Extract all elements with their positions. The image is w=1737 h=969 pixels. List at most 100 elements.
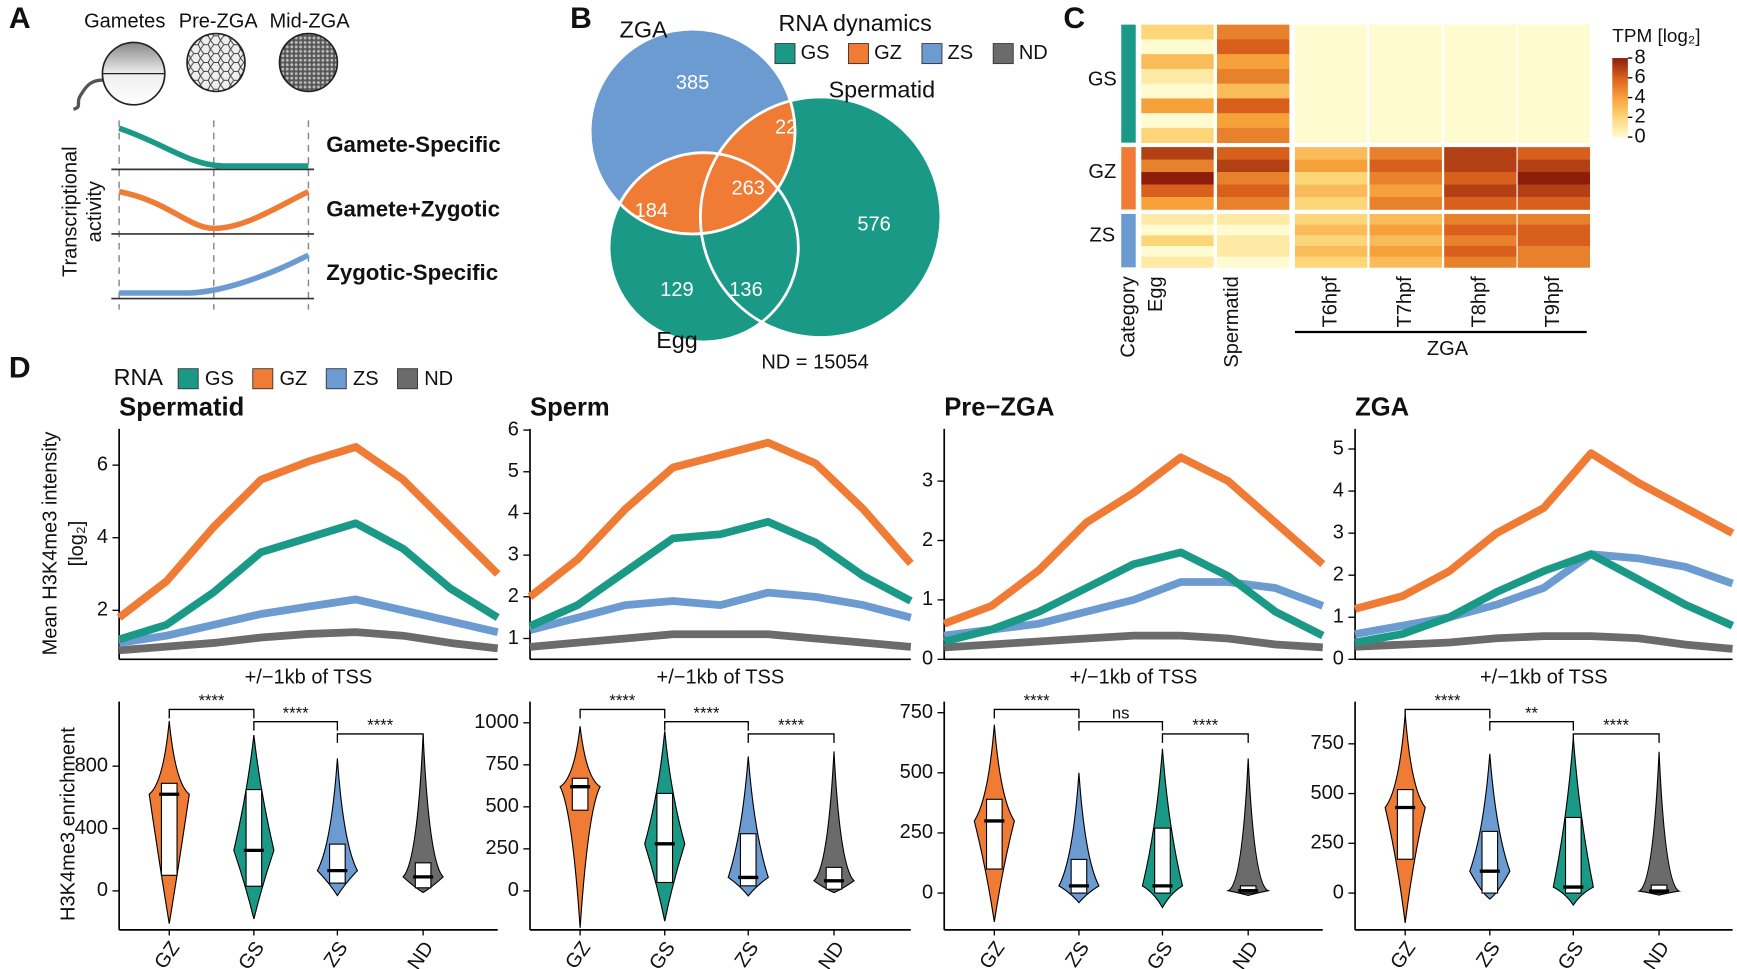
chart-title: Pre−ZGA: [944, 394, 1054, 422]
heatmap-cell: [1141, 54, 1214, 70]
x-tick-label: ZS: [1472, 938, 1505, 969]
y-axis-label: Transcriptional: [60, 146, 82, 277]
heatmap-cell: [1444, 245, 1517, 258]
heatmap-cell: [1444, 235, 1517, 247]
box: [245, 789, 263, 887]
heatmap-cell: [1517, 224, 1591, 236]
category-bar: [1121, 213, 1136, 268]
legend-label: GS: [801, 42, 830, 64]
series-line: [1354, 632, 1733, 653]
y-tick-label: 250: [900, 821, 933, 843]
x-tick-label: GS: [1143, 938, 1178, 969]
violin: [1226, 758, 1271, 897]
x-tick-label: ZS: [731, 938, 764, 969]
profile-curve: [118, 188, 310, 232]
legend-title: RNA: [114, 364, 164, 390]
heatmap-cell: [1141, 213, 1214, 225]
embryo-icon: [278, 32, 339, 93]
y-tick-label: 500: [1311, 782, 1344, 804]
venn-outline: [698, 95, 943, 339]
heatmap-cell: [1444, 113, 1517, 129]
heatmap-cell: [1141, 245, 1214, 258]
heatmap-cell: [1294, 24, 1368, 40]
legend-title: RNA dynamics: [778, 10, 931, 36]
series-line: [529, 588, 912, 634]
profile-label: Gamete+Zygotic: [326, 196, 500, 221]
x-tick-label: ZS: [1061, 938, 1094, 969]
series-line: [1354, 449, 1735, 613]
box: [1481, 830, 1499, 894]
heatmap-cell: [1369, 213, 1442, 225]
x-axis-label: +/−1kb of TSS: [1070, 667, 1198, 689]
heatmap-cell: [1294, 235, 1368, 247]
significance: ****: [1192, 716, 1218, 735]
heatmap-cell: [1369, 147, 1442, 160]
legend-label: ZS: [948, 42, 974, 64]
heatmap-cell: [1294, 159, 1368, 173]
heatmap-cell: [1369, 224, 1442, 236]
y-tick-label: 2: [97, 599, 108, 621]
y-tick-label: 1: [1333, 606, 1344, 628]
x-tick-label: ND: [1229, 938, 1264, 969]
y-tick-label: 1: [508, 627, 519, 649]
profile-curve: [119, 252, 310, 296]
row-group-label: GS: [1088, 69, 1117, 91]
significance: ****: [693, 703, 719, 722]
bracket: [336, 733, 424, 743]
violin: [1058, 772, 1100, 904]
heatmap-cell: [1294, 68, 1368, 84]
heatmap-cell: [1517, 98, 1591, 114]
heatmap-cell: [1217, 184, 1290, 198]
series-line: [118, 595, 499, 647]
panel-label: B: [570, 2, 592, 35]
y-tick-label: 0: [922, 648, 933, 670]
heatmap-cell: [1217, 54, 1290, 70]
legend-swatch: [252, 368, 274, 390]
colorbar-tick-label: 6: [1635, 66, 1646, 88]
embryo-icon: [186, 32, 246, 93]
heatmap-cell: [1217, 213, 1290, 225]
y-tick-label: 500: [485, 795, 518, 817]
y-tick-label: 0: [1333, 648, 1344, 670]
legend-label: GZ: [874, 42, 902, 64]
heatmap-cell: [1444, 127, 1517, 144]
heatmap-cell: [1217, 68, 1290, 84]
heatmap-cell: [1444, 172, 1517, 185]
legend-swatch: [921, 43, 943, 65]
venn-outline: [607, 151, 800, 344]
legend-swatch: [325, 368, 347, 390]
x-axis-label: +/−1kb of TSS: [1480, 667, 1608, 689]
heatmap-cell: [1444, 224, 1517, 236]
series-line: [117, 519, 500, 644]
heatmap-cell: [1369, 24, 1442, 40]
heatmap-cell: [1141, 113, 1214, 129]
heatmap-cell: [1444, 54, 1517, 70]
bracket: [664, 720, 749, 731]
heatmap-cell: [1217, 224, 1290, 236]
bracket: [993, 708, 1080, 719]
venn-count: 385: [676, 72, 709, 94]
heatmap-cell: [1517, 127, 1591, 144]
heatmap-cell: [1517, 197, 1591, 210]
heatmap-cell: [1294, 98, 1368, 114]
venn-count: 263: [732, 178, 765, 200]
set-label: Egg: [656, 327, 698, 353]
legend-label: GS: [205, 368, 234, 390]
venn-count: 22: [775, 116, 797, 138]
column-label: Egg: [1145, 276, 1167, 312]
legend-label: ND: [1019, 42, 1048, 64]
y-axis-label: [log₂]: [66, 521, 88, 567]
heatmap-cell: [1444, 213, 1517, 225]
x-axis-label: +/−1kb of TSS: [245, 667, 373, 689]
y-tick-label: 750: [485, 753, 518, 775]
y-tick-label: 1: [922, 588, 933, 610]
heatmap-cell: [1294, 54, 1368, 70]
heatmap-cell: [1517, 39, 1591, 55]
box: [571, 777, 589, 811]
heatmap-cell: [1217, 159, 1290, 173]
significance: ****: [1435, 691, 1461, 710]
significance: ****: [1603, 716, 1629, 735]
category-bar: [1121, 24, 1136, 143]
heatmap-cell: [1517, 184, 1591, 198]
heatmap-cell: [1517, 113, 1591, 129]
